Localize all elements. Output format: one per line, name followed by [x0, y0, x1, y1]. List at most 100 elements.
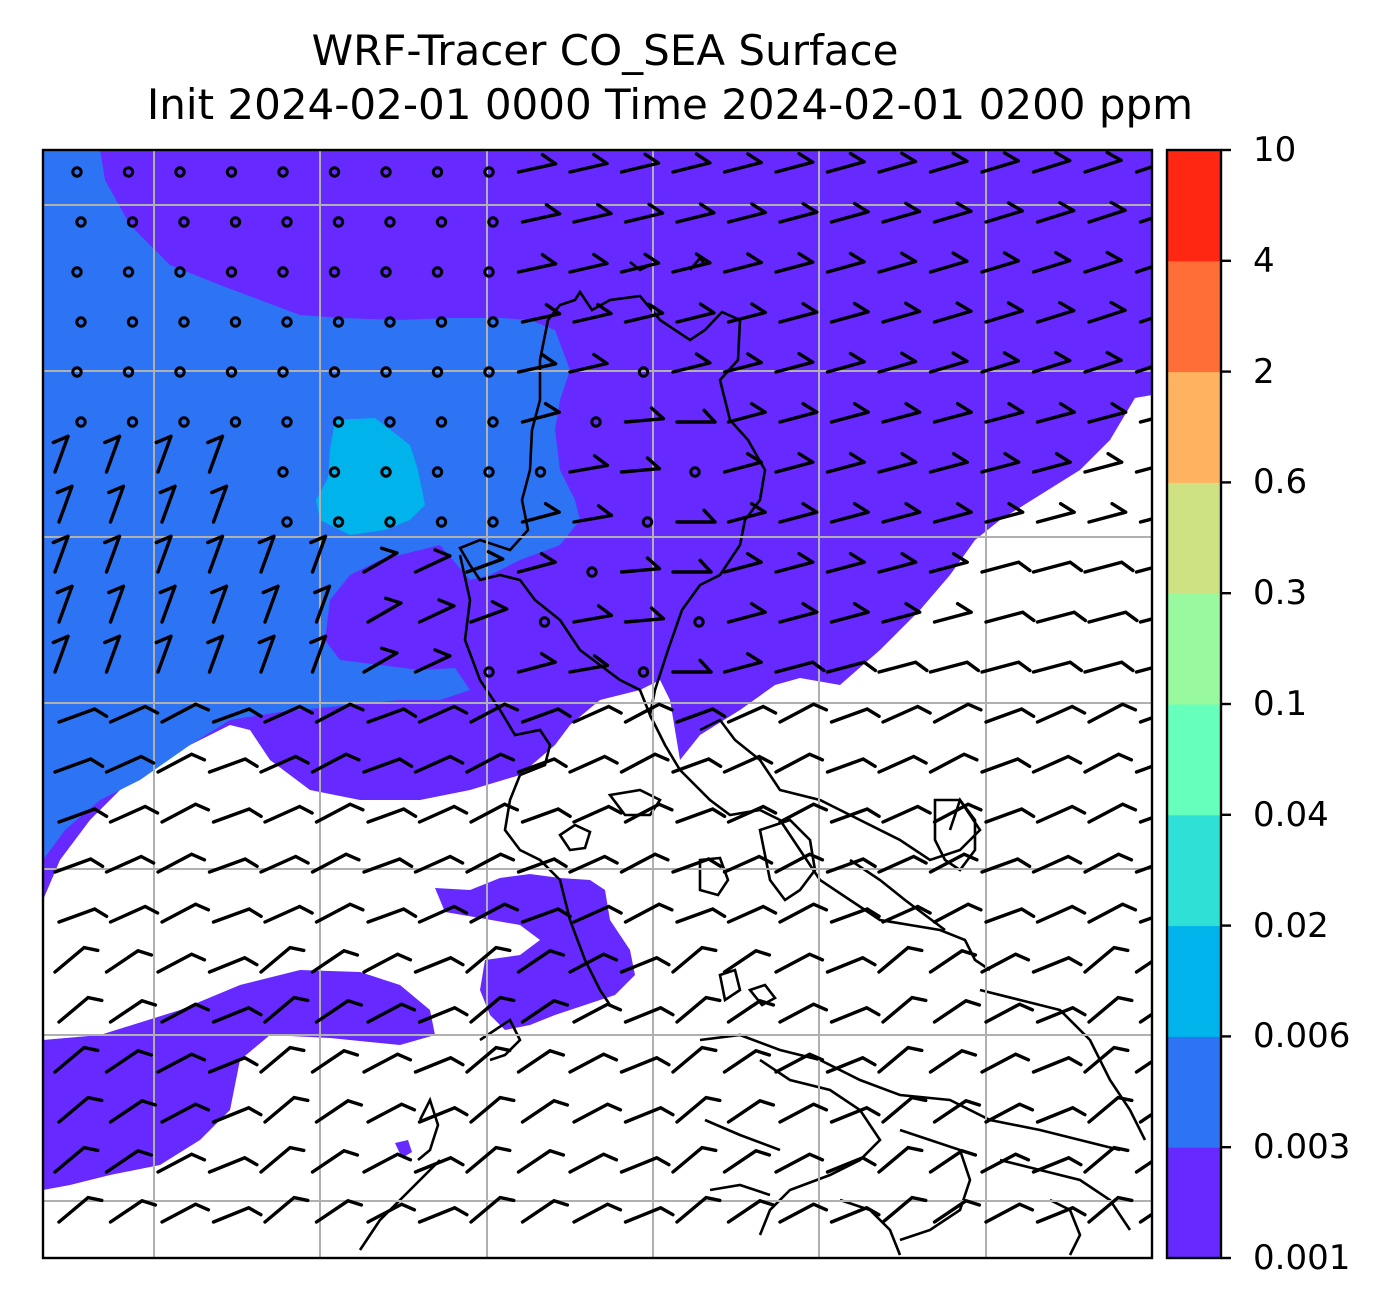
wind-barb	[1138, 417, 1152, 424]
wind-barb	[778, 202, 819, 224]
wind-barb	[469, 1095, 516, 1124]
wind-barb	[774, 252, 815, 274]
wind-barb	[980, 1152, 1031, 1174]
wind-barb	[623, 606, 666, 624]
wind-barb	[619, 852, 670, 874]
wind-barb	[366, 1102, 417, 1124]
colorbar-box	[1167, 1147, 1221, 1259]
wind-barb	[877, 452, 918, 474]
wind-barb	[314, 902, 365, 924]
wind-barb	[1134, 764, 1152, 774]
wind-barb	[829, 707, 881, 724]
wind-barb	[825, 1155, 877, 1174]
wind-barb	[829, 402, 870, 424]
wind-barb	[568, 1152, 619, 1174]
wind-barb	[160, 902, 211, 924]
calm-wind-marker	[380, 266, 392, 278]
wind-barb	[722, 854, 774, 874]
wind-barb	[108, 704, 160, 724]
wind-barb	[984, 502, 1025, 524]
wind-barb	[1134, 959, 1152, 974]
wind-barb	[1035, 804, 1087, 824]
wind-barb	[623, 406, 666, 424]
wind-barb	[520, 707, 572, 724]
wind-barb	[572, 904, 623, 924]
wind-barb	[154, 434, 173, 474]
coastlines	[358, 255, 1147, 1256]
wind-barb	[1087, 300, 1127, 324]
wind-barb	[829, 602, 870, 624]
wind-barb	[722, 252, 763, 274]
wind-barb	[928, 151, 969, 174]
wind-barb	[568, 252, 609, 274]
wind-barb	[263, 1095, 310, 1124]
wind-barb	[984, 807, 1036, 824]
calm-wind-marker	[75, 416, 87, 428]
wind-barb	[726, 302, 767, 324]
wind-barb	[671, 252, 712, 274]
wind-barb	[51, 434, 70, 474]
wind-barb	[516, 948, 566, 974]
wind-barb	[413, 648, 452, 674]
wind-barb	[572, 1102, 623, 1124]
calm-wind-marker	[435, 416, 448, 428]
calm-wind-marker	[431, 366, 444, 378]
wind-barb	[984, 301, 1024, 324]
wind-barb	[881, 995, 928, 1024]
wind-barb	[726, 1198, 776, 1224]
wind-barb	[1035, 704, 1087, 724]
wind-barb	[104, 754, 156, 774]
wind-barb	[1031, 560, 1084, 574]
wind-barb	[932, 702, 983, 724]
wind-barb	[980, 560, 1032, 574]
wind-barb	[778, 702, 829, 724]
wind-barb	[469, 995, 516, 1024]
wind-barb	[1134, 566, 1152, 574]
wind-barb	[1031, 660, 1084, 674]
calm-wind-marker	[126, 316, 139, 328]
wind-barb	[1087, 502, 1128, 524]
wind-barb	[568, 654, 610, 674]
calm-wind-marker	[71, 266, 83, 278]
wind-barb	[825, 251, 866, 274]
wind-barb	[1083, 452, 1124, 474]
wind-barb	[362, 952, 413, 974]
wind-barb	[881, 301, 922, 324]
tracer-region-band	[43, 970, 435, 1190]
wind-barb	[1083, 752, 1134, 774]
tracer-region-mid	[316, 418, 425, 535]
wind-barb	[623, 702, 674, 724]
wind-barb	[572, 704, 623, 724]
wind-barb	[469, 902, 520, 924]
wind-barb	[156, 1052, 207, 1074]
wind-barb	[675, 508, 717, 524]
wind-barb	[53, 757, 105, 774]
wind-barb	[520, 402, 561, 424]
calm-wind-marker	[71, 366, 83, 378]
wind-barb	[726, 1098, 776, 1124]
wind-barb	[1134, 1059, 1152, 1074]
wind-barb	[980, 660, 1032, 674]
wind-barb	[881, 602, 922, 624]
wind-barb	[980, 251, 1020, 274]
wind-barb	[877, 1145, 924, 1174]
calm-wind-marker	[332, 416, 345, 428]
wind-barb	[829, 502, 870, 524]
wind-barb	[104, 948, 154, 974]
calm-wind-marker	[281, 416, 293, 428]
calm-wind-marker	[332, 516, 345, 528]
wind-barb	[57, 807, 109, 824]
wind-barb	[1087, 402, 1128, 424]
wind-barb	[619, 456, 662, 474]
wind-barb	[671, 152, 712, 174]
wind-barb	[726, 704, 778, 724]
wind-barb	[778, 802, 829, 824]
wind-barb	[774, 452, 815, 474]
wind-barb	[726, 998, 776, 1024]
wind-barb	[206, 534, 225, 574]
calm-wind-marker	[122, 366, 135, 378]
wind-barb	[362, 646, 399, 674]
wind-barb	[877, 945, 924, 974]
wind-barb	[726, 202, 767, 224]
wind-barb	[932, 1098, 982, 1124]
